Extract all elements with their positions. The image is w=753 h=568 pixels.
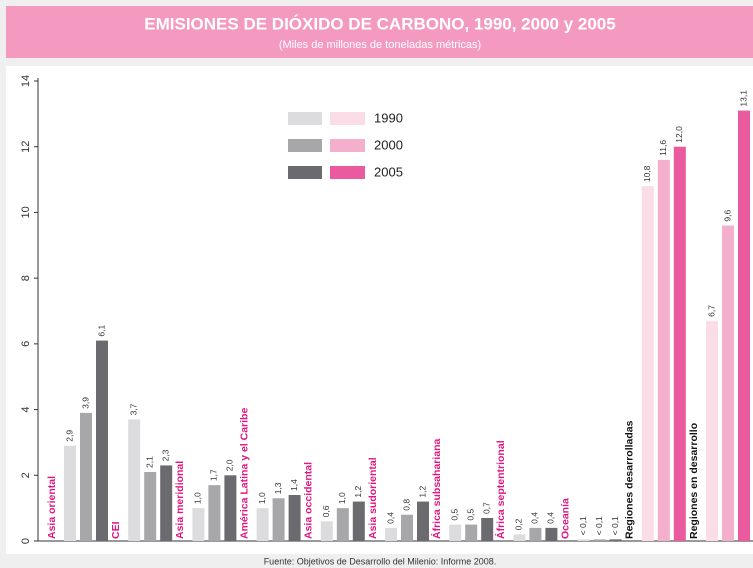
category-label: Oceanía bbox=[559, 498, 571, 539]
value-label: 2,9 bbox=[64, 430, 74, 442]
value-label: 0,5 bbox=[465, 508, 475, 520]
category-label: Asia sudoriental bbox=[367, 457, 379, 539]
value-label: 1,3 bbox=[273, 482, 283, 494]
bar bbox=[722, 225, 734, 542]
value-label: 2,3 bbox=[160, 449, 170, 461]
legend-swatch bbox=[288, 166, 322, 179]
value-label: 6,1 bbox=[96, 324, 106, 336]
value-label: 1,2 bbox=[417, 485, 427, 497]
value-label: 0,5 bbox=[449, 508, 459, 520]
y-tick-label: 0 bbox=[20, 538, 32, 544]
bar bbox=[738, 110, 750, 542]
value-label: 10,8 bbox=[642, 165, 652, 182]
value-label: 13,1 bbox=[738, 90, 748, 107]
category-label: CEI bbox=[110, 521, 122, 539]
bar bbox=[256, 508, 269, 541]
chart-title: EMISIONES DE DIÓXIDO DE CARBONO, 1990, 2… bbox=[144, 14, 615, 33]
category-label: Asia meridional bbox=[174, 461, 186, 539]
chart-subtitle: (Miles de millones de toneladas métricas… bbox=[279, 39, 481, 51]
header-band bbox=[6, 6, 753, 58]
category-label: América Latina y el Caribe bbox=[238, 408, 250, 539]
source-note: Fuente: Objetivos de Desarrollo del Mile… bbox=[264, 556, 497, 566]
bar bbox=[288, 495, 301, 541]
bar bbox=[80, 412, 92, 541]
category-label: Asia occidental bbox=[303, 462, 315, 539]
bar bbox=[609, 539, 622, 541]
legend-swatch bbox=[330, 139, 365, 152]
bar bbox=[401, 514, 413, 541]
legend-swatch bbox=[288, 139, 322, 152]
category-label: Asia oriental bbox=[46, 476, 58, 539]
value-label: 0,2 bbox=[514, 518, 524, 530]
bar bbox=[577, 539, 590, 541]
bar bbox=[320, 521, 333, 541]
value-label: 0,4 bbox=[546, 512, 556, 524]
legend-label: 1990 bbox=[374, 110, 403, 125]
value-label: 1,0 bbox=[257, 492, 267, 504]
bar bbox=[224, 475, 237, 541]
value-label: < 0,1 bbox=[594, 516, 604, 535]
value-label: 0,7 bbox=[481, 502, 491, 514]
legend-swatch bbox=[330, 166, 365, 179]
value-label: 0,4 bbox=[385, 512, 395, 524]
bar bbox=[545, 527, 558, 541]
value-label: 1,0 bbox=[337, 492, 347, 504]
value-label: 6,7 bbox=[706, 305, 716, 317]
bar bbox=[706, 320, 718, 541]
legend-label: 2005 bbox=[374, 164, 403, 179]
bar bbox=[465, 524, 478, 541]
y-tick-label: 8 bbox=[20, 275, 32, 281]
value-label: 3,9 bbox=[80, 397, 90, 409]
bar bbox=[641, 186, 654, 541]
legend-label: 2000 bbox=[374, 137, 403, 152]
y-tick-label: 10 bbox=[20, 206, 32, 218]
bar bbox=[657, 159, 670, 541]
y-tick-label: 14 bbox=[20, 75, 32, 87]
category-label: África subsahariana bbox=[430, 438, 443, 539]
bar bbox=[417, 501, 429, 541]
value-label: 0,8 bbox=[401, 499, 411, 511]
value-label: 1,7 bbox=[209, 469, 219, 481]
bar bbox=[336, 508, 349, 541]
category-label: Regiones en desarrollo bbox=[688, 423, 700, 539]
bar bbox=[449, 524, 462, 541]
value-label: 1,2 bbox=[353, 485, 363, 497]
bar bbox=[593, 539, 606, 541]
value-label: 3,7 bbox=[128, 403, 138, 415]
bar bbox=[208, 485, 221, 541]
value-label: 11,6 bbox=[658, 140, 668, 156]
value-label: 1,4 bbox=[289, 479, 299, 491]
bar bbox=[272, 498, 285, 541]
bar bbox=[192, 508, 205, 541]
bar bbox=[128, 419, 141, 541]
bar bbox=[160, 465, 173, 541]
value-label: 9,6 bbox=[722, 209, 732, 221]
y-tick-label: 12 bbox=[20, 141, 32, 153]
value-label: < 0,1 bbox=[578, 516, 588, 535]
bar bbox=[96, 340, 108, 541]
legend-swatch bbox=[330, 112, 365, 125]
bar bbox=[529, 527, 542, 541]
value-label: 2,0 bbox=[225, 459, 235, 471]
bar bbox=[481, 518, 494, 541]
bar bbox=[352, 501, 365, 541]
category-label: África septentrional bbox=[494, 440, 507, 539]
value-label: 0,6 bbox=[321, 505, 331, 517]
value-label: 1,0 bbox=[193, 492, 203, 504]
value-label: 2,1 bbox=[144, 456, 154, 468]
y-tick-label: 4 bbox=[20, 407, 32, 413]
bar bbox=[64, 445, 76, 541]
y-tick-label: 6 bbox=[20, 341, 32, 347]
bar bbox=[513, 534, 526, 541]
value-label: 0,4 bbox=[530, 512, 540, 524]
value-label: < 0,1 bbox=[610, 516, 620, 535]
bar bbox=[144, 472, 157, 541]
value-label: 12,0 bbox=[674, 126, 684, 143]
category-label: Regiones desarrolladas bbox=[624, 420, 636, 539]
bar bbox=[385, 527, 397, 541]
bar bbox=[673, 146, 686, 541]
legend-swatch bbox=[288, 112, 322, 125]
y-tick-label: 2 bbox=[20, 472, 32, 478]
